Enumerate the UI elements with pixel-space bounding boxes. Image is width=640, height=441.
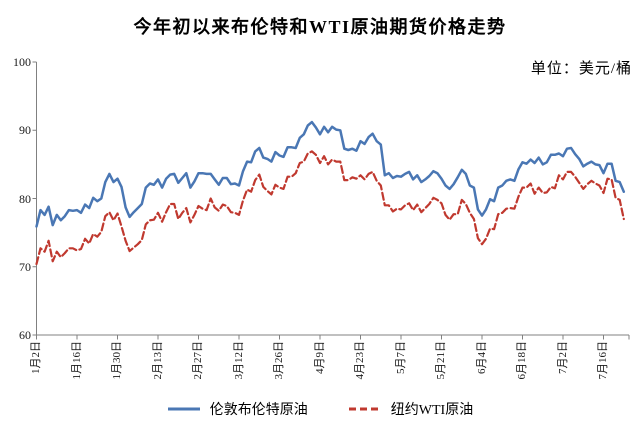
x-axis-tick-label: 2月27日 — [192, 341, 204, 380]
wti-line-swatch — [348, 405, 382, 413]
legend-item-brent: 伦敦布伦特原油 — [167, 399, 308, 419]
brent-price-line — [35, 120, 626, 228]
y-axis-tick-label: 70 — [19, 259, 31, 274]
legend: 伦敦布伦特原油 纽约WTI原油 — [0, 399, 640, 419]
x-axis-tick-label: 1月2日 — [30, 341, 42, 374]
x-axis-tick-label: 4月9日 — [313, 341, 326, 374]
x-axis-tick-label: 5月21日 — [435, 341, 447, 380]
chart-title: 今年初以来布伦特和WTI原油期货价格走势 — [133, 17, 507, 37]
legend-item-wti: 纽约WTI原油 — [348, 399, 473, 419]
x-axis-tick-label: 4月23日 — [354, 341, 366, 380]
x-axis-tick-label: 1月16日 — [70, 341, 83, 380]
legend-label-wti: 纽约WTI原油 — [390, 403, 474, 418]
x-axis-tick-label: 3月26日 — [273, 341, 285, 380]
x-axis-tick-label: 7月2日 — [556, 341, 569, 374]
unit-label: 单位：美元/桶 — [530, 61, 632, 77]
y-axis-tick-label: 80 — [19, 191, 31, 206]
x-axis-tick-label: 6月18日 — [516, 341, 528, 380]
y-axis-tick-label: 100 — [13, 55, 31, 69]
y-axis-tick-label: 90 — [19, 123, 31, 138]
wti-price-line — [35, 150, 625, 266]
y-axis-tick-label: 60 — [19, 328, 31, 342]
x-axis-tick-label: 3月12日 — [232, 341, 245, 380]
x-axis-tick-label: 6月4日 — [475, 341, 488, 374]
legend-label-brent: 伦敦布伦特原油 — [209, 403, 308, 418]
axis-lines — [36, 62, 629, 336]
x-axis-tick-label: 1月30日 — [111, 341, 123, 380]
x-axis-tick-label: 7月16日 — [597, 341, 609, 380]
x-axis-tick-label: 5月7日 — [394, 341, 407, 374]
brent-line-swatch — [167, 405, 201, 413]
x-axis-tick-label: 2月13日 — [151, 341, 164, 380]
